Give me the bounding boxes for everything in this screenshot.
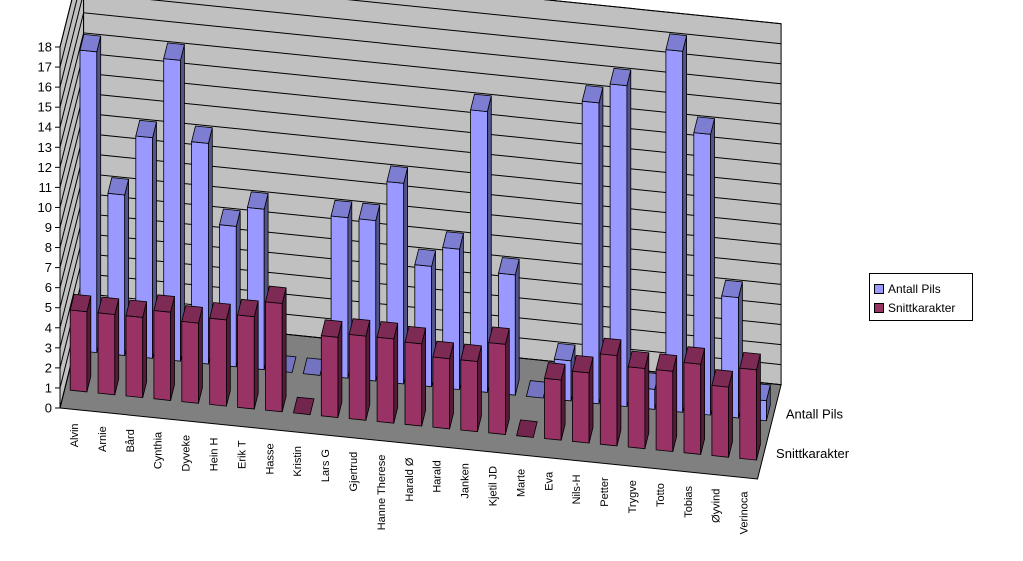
legend: Antall Pils Snittkarakter	[869, 273, 973, 321]
category-label: Verinoca	[738, 491, 750, 535]
bar-snittkarakter	[711, 369, 733, 458]
y-tick-label: 3	[45, 340, 52, 355]
gridline	[59, 0, 782, 68]
category-label: Tobias	[683, 485, 695, 517]
category-label: Øyvind	[711, 489, 723, 523]
depth-axis-label: Snittkarakter	[776, 446, 850, 461]
bar-antall-pils	[525, 380, 548, 399]
depth-axis-labels: Snittkarakter Antall Pils	[776, 407, 850, 461]
y-tick-label: 9	[45, 220, 52, 235]
category-label: Dyveke	[181, 435, 193, 472]
category-label: Hanne Therese	[376, 455, 388, 531]
bar-snittkarakter	[348, 318, 371, 421]
y-tick-label: 7	[45, 260, 52, 275]
category-label: Harald	[432, 460, 444, 492]
category-label: Hein H	[208, 437, 220, 471]
category-label: Lars G	[320, 449, 332, 482]
bar-snittkarakter	[376, 321, 399, 424]
category-label: Bård	[125, 429, 137, 452]
category-label: Gjertrud	[348, 452, 360, 492]
bar-snittkarakter	[488, 326, 510, 435]
legend-entry-antall-pils: Antall Pils	[874, 279, 968, 298]
bar-snittkarakter	[432, 340, 454, 430]
category-label: Marte	[515, 469, 527, 497]
bar-antall-pils	[163, 42, 185, 362]
category-label: Eva	[543, 471, 555, 491]
bar-antall-pils	[302, 357, 325, 376]
bar-snittkarakter	[404, 325, 427, 427]
y-tick-label: 2	[45, 360, 52, 375]
gridline	[59, 32, 782, 128]
bar-snittkarakter	[265, 285, 287, 413]
legend-label-snittkarakter: Snittkarakter	[888, 300, 956, 315]
bar-snittkarakter	[599, 337, 622, 447]
gridline	[59, 0, 782, 48]
legend-label-antall-pils: Antall Pils	[888, 281, 941, 296]
category-label: Hasse	[264, 443, 276, 474]
gridline	[59, 12, 782, 108]
category-label: Nils-H	[571, 474, 583, 504]
depth-axis-label: Antall Pils	[786, 407, 844, 422]
y-tick-label: 8	[45, 240, 52, 255]
category-label: Trygve	[627, 480, 639, 513]
bar-snittkarakter	[237, 298, 259, 410]
y-tick-label: 11	[39, 180, 53, 195]
bar-snittkarakter	[153, 294, 175, 401]
category-label: Cynthia	[153, 431, 165, 469]
category-label: Harald Ø	[404, 457, 416, 501]
category-label: Janken	[459, 463, 471, 498]
x-axis-categories: Alvin Arnie Bård Cynthia Dyveke Hein H Erik T H…	[69, 423, 750, 534]
y-tick-label: 4	[45, 320, 52, 335]
bar-snittkarakter	[544, 362, 566, 441]
gridline	[59, 0, 782, 88]
bar-snittkarakter	[739, 351, 761, 461]
category-label: Petter	[599, 477, 611, 507]
category-label: Arnie	[97, 426, 109, 452]
y-tick-label: 15	[38, 100, 52, 115]
category-label: Totto	[655, 483, 667, 507]
bar-snittkarakter	[683, 346, 706, 455]
bar-snittkarakter	[460, 343, 482, 433]
bar-snittkarakter	[571, 354, 594, 444]
bar-antall-pils	[581, 85, 604, 405]
y-tick-label: 6	[45, 280, 52, 295]
y-tick-label: 14	[38, 120, 52, 135]
legend-entry-snittkarakter: Snittkarakter	[874, 298, 968, 317]
bars	[69, 33, 771, 461]
y-tick-label: 16	[38, 80, 52, 95]
bar-snittkarakter	[655, 353, 678, 453]
bar-snittkarakter	[181, 305, 203, 404]
bar-snittkarakter	[97, 296, 120, 396]
y-tick-label: 17	[38, 60, 52, 75]
y-tick-label: 18	[38, 40, 52, 55]
category-label: Alvin	[69, 423, 81, 447]
bar-snittkarakter	[69, 293, 92, 393]
legend-swatch-antall-pils	[874, 283, 884, 294]
y-tick-label: 13	[38, 140, 52, 155]
category-label: Erik T	[236, 440, 248, 469]
y-tick-label: 1	[45, 380, 52, 395]
category-label: Kristin	[292, 446, 304, 477]
bar-snittkarakter	[292, 396, 315, 416]
y-tick-label: 12	[38, 160, 52, 175]
y-tick-label: 5	[45, 300, 52, 315]
category-label: Kjetil JD	[487, 466, 499, 506]
y-tick-label: 10	[38, 200, 52, 215]
bar-snittkarakter	[516, 419, 538, 438]
bar-antall-pils	[609, 67, 632, 408]
legend-swatch-snittkarakter	[874, 302, 884, 313]
bar-snittkarakter	[209, 302, 231, 407]
bar-snittkarakter	[320, 319, 343, 418]
bar-snittkarakter	[627, 350, 650, 450]
bar-snittkarakter	[125, 299, 148, 399]
y-tick-label: 0	[45, 401, 52, 416]
